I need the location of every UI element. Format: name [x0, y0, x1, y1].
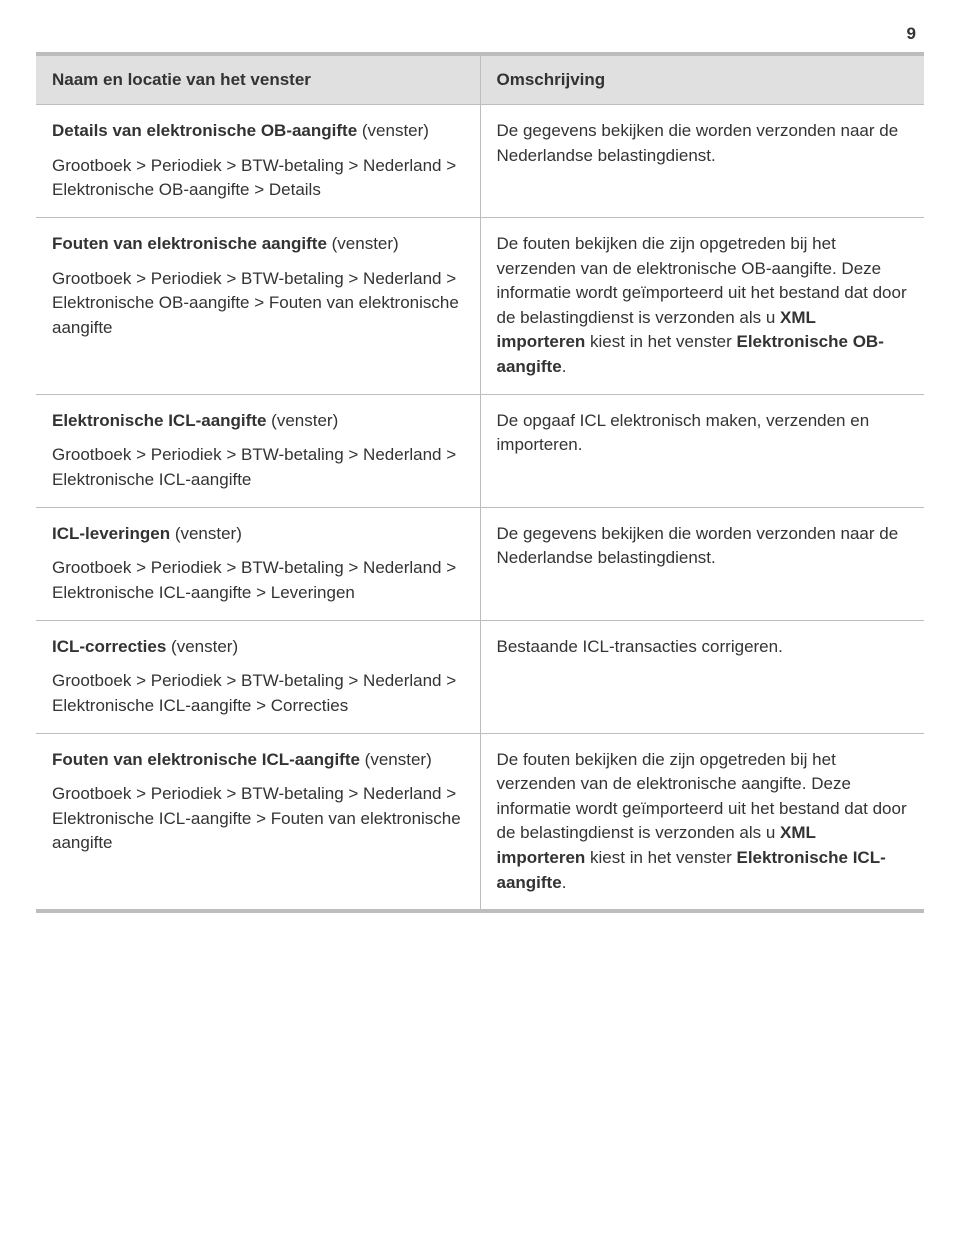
table-row: Fouten van elektronische aangifte (venst… — [36, 217, 924, 394]
entry-path: Grootboek > Periodiek > BTW-betaling > N… — [52, 782, 464, 856]
definitions-table: Naam en locatie van het venster Omschrij… — [36, 52, 924, 913]
entry-title-suffix: (venster) — [271, 411, 338, 430]
cell-left: Elektronische ICL-aangifte (venster) Gro… — [36, 394, 480, 507]
cell-right: De opgaaf ICL elektronisch maken, verzen… — [480, 394, 924, 507]
entry-description: De opgaaf ICL elektronisch maken, verzen… — [497, 409, 909, 458]
entry-description: De gegevens bekijken die worden verzonde… — [497, 119, 909, 168]
cell-left: Fouten van elektronische aangifte (venst… — [36, 217, 480, 394]
entry-title: Fouten van elektronische aangifte (venst… — [52, 232, 464, 257]
header-left: Naam en locatie van het venster — [36, 54, 480, 105]
entry-path: Grootboek > Periodiek > BTW-betaling > N… — [52, 669, 464, 718]
entry-description: Bestaande ICL-transacties corrigeren. — [497, 635, 909, 660]
entry-description: De gegevens bekijken die worden verzonde… — [497, 522, 909, 571]
cell-left: Fouten van elektronische ICL-aangifte (v… — [36, 733, 480, 911]
entry-title-text: ICL-leveringen — [52, 524, 175, 543]
cell-right: Bestaande ICL-transacties corrigeren. — [480, 620, 924, 733]
entry-description: De fouten bekijken die zijn opgetreden b… — [497, 232, 909, 380]
entry-title: Elektronische ICL-aangifte (venster) — [52, 409, 464, 434]
entry-title: ICL-correcties (venster) — [52, 635, 464, 660]
entry-title: Details van elektronische OB-aangifte (v… — [52, 119, 464, 144]
header-right: Omschrijving — [480, 54, 924, 105]
table-header-row: Naam en locatie van het venster Omschrij… — [36, 54, 924, 105]
cell-right: De gegevens bekijken die worden verzonde… — [480, 105, 924, 218]
table-body: Details van elektronische OB-aangifte (v… — [36, 105, 924, 912]
entry-title-suffix: (venster) — [175, 524, 242, 543]
table-row: Fouten van elektronische ICL-aangifte (v… — [36, 733, 924, 911]
table-row: ICL-leveringen (venster) Grootboek > Per… — [36, 507, 924, 620]
entry-title-suffix: (venster) — [332, 234, 399, 253]
entry-description: De fouten bekijken die zijn opgetreden b… — [497, 748, 909, 896]
entry-title: ICL-leveringen (venster) — [52, 522, 464, 547]
entry-path: Grootboek > Periodiek > BTW-betaling > N… — [52, 556, 464, 605]
entry-path: Grootboek > Periodiek > BTW-betaling > N… — [52, 267, 464, 341]
cell-right: De fouten bekijken die zijn opgetreden b… — [480, 733, 924, 911]
entry-title-text: Fouten van elektronische ICL-aangifte — [52, 750, 365, 769]
entry-path: Grootboek > Periodiek > BTW-betaling > N… — [52, 443, 464, 492]
cell-right: De gegevens bekijken die worden verzonde… — [480, 507, 924, 620]
cell-left: ICL-leveringen (venster) Grootboek > Per… — [36, 507, 480, 620]
cell-left: Details van elektronische OB-aangifte (v… — [36, 105, 480, 218]
document-page: 9 Naam en locatie van het venster Omschr… — [0, 0, 960, 949]
entry-path: Grootboek > Periodiek > BTW-betaling > N… — [52, 154, 464, 203]
table-row: Elektronische ICL-aangifte (venster) Gro… — [36, 394, 924, 507]
cell-right: De fouten bekijken die zijn opgetreden b… — [480, 217, 924, 394]
entry-title-text: ICL-correcties — [52, 637, 171, 656]
table-row: Details van elektronische OB-aangifte (v… — [36, 105, 924, 218]
table-row: ICL-correcties (venster) Grootboek > Per… — [36, 620, 924, 733]
entry-title-suffix: (venster) — [171, 637, 238, 656]
entry-title-text: Fouten van elektronische aangifte — [52, 234, 332, 253]
entry-title: Fouten van elektronische ICL-aangifte (v… — [52, 748, 464, 773]
entry-title-text: Details van elektronische OB-aangifte — [52, 121, 362, 140]
entry-title-text: Elektronische ICL-aangifte — [52, 411, 271, 430]
page-number: 9 — [36, 24, 924, 44]
entry-title-suffix: (venster) — [362, 121, 429, 140]
cell-left: ICL-correcties (venster) Grootboek > Per… — [36, 620, 480, 733]
entry-title-suffix: (venster) — [365, 750, 432, 769]
